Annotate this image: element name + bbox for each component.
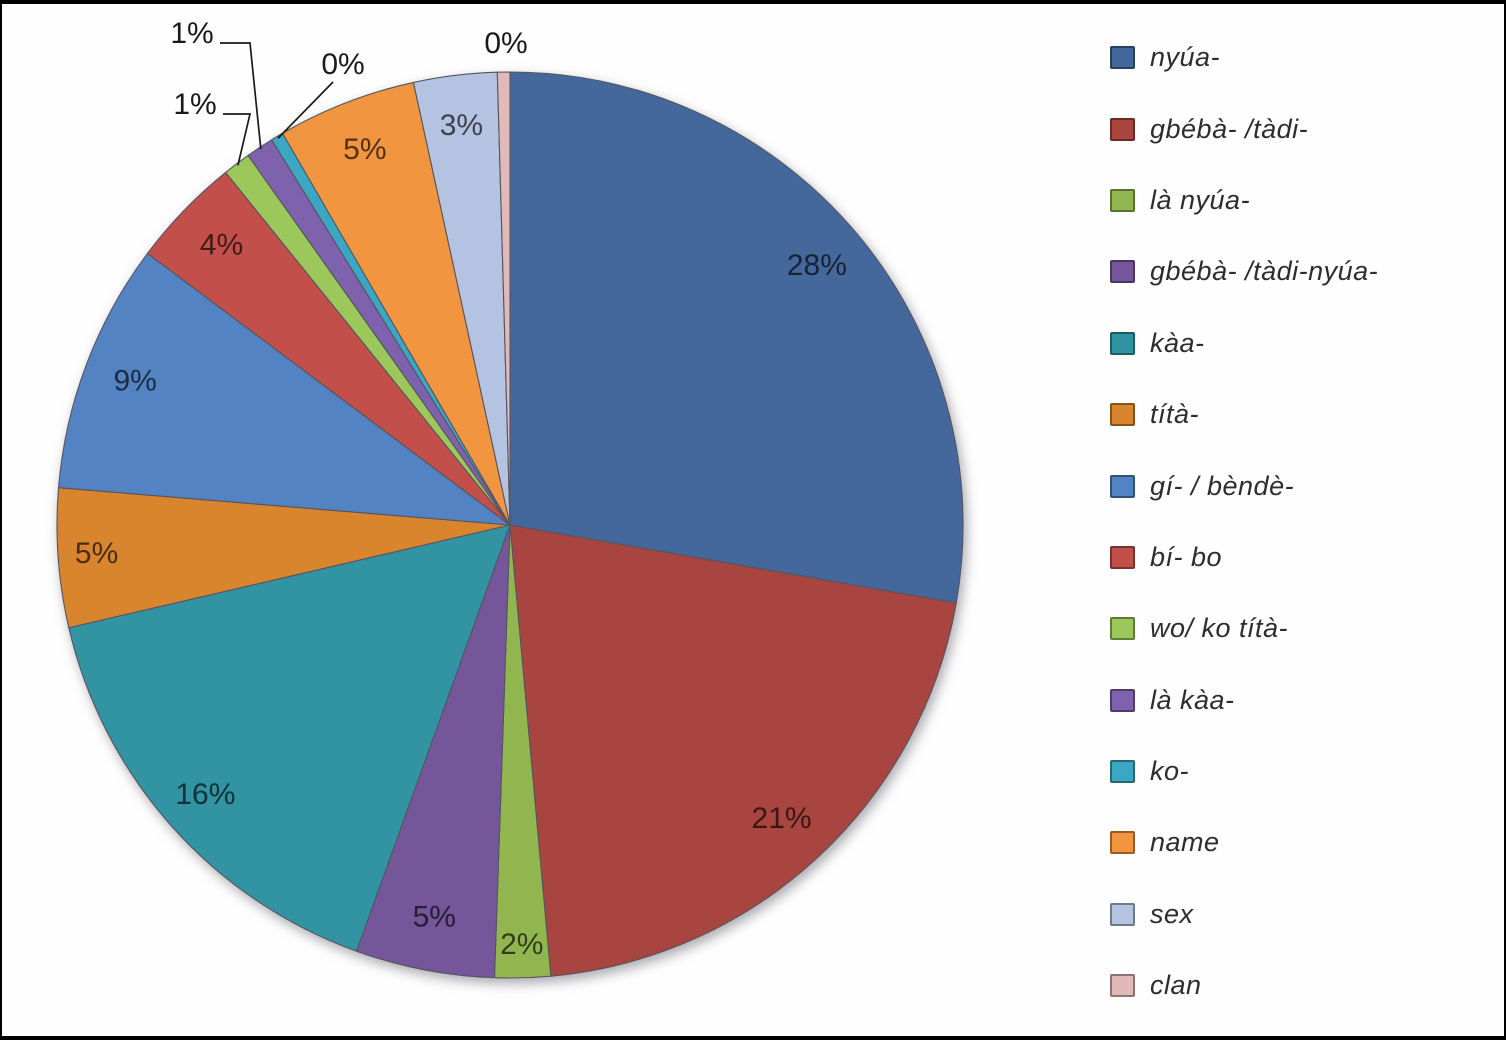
slice-percent-label: 9% [114,365,157,398]
slice-percent-label: 0% [484,27,527,60]
pie-slices-group [56,71,964,979]
slice-percent-label: 4% [200,229,243,262]
chart-legend: nyúa-gbébà- /tàdi-là nyúa-gbébà- /tàdi-n… [1110,22,1500,1021]
legend-item-9: wo/ ko títà- [1110,593,1500,664]
slice-percent-label: 2% [500,928,543,961]
slice-percent-label: 3% [440,109,483,142]
legend-swatch [1110,617,1135,641]
legend-swatch [1110,260,1135,284]
legend-swatch [1110,902,1135,926]
legend-item-8: bí- bo [1110,522,1500,593]
pie-slice-5 [68,524,511,952]
leader-lines-group [220,42,334,166]
pie-slice-14 [496,71,511,526]
legend-item-2: gbébà- /tàdi- [1110,93,1500,164]
legend-label: kàa- [1150,327,1205,358]
legend-item-13: sex [1110,879,1500,950]
legend-label: wo/ ko títà- [1150,613,1289,644]
legend-swatch [1110,46,1135,70]
slice-percent-label: 5% [413,901,456,934]
leader-line [277,81,334,139]
slice-percent-label: 28% [787,249,847,282]
legend-label: gí- / bèndè- [1150,470,1295,501]
slice-percent-label: 5% [343,133,386,166]
legend-label: sex [1150,898,1194,929]
legend-swatch [1110,188,1135,212]
legend-label: gbébà- /tàdi- [1150,113,1309,144]
leader-line [220,42,262,150]
pie-slice-2 [509,524,957,977]
legend-label: ko- [1150,756,1190,787]
legend-item-10: là kàa- [1110,665,1500,736]
legend-label: títà- [1150,399,1200,430]
legend-item-4: gbébà- /tàdi-nyúa- [1110,236,1500,307]
legend-swatch [1110,545,1135,569]
legend-item-14: clan [1110,950,1500,1021]
pie-chart: 28% 21% 2% 5% 16% 5% 9% 4% 1% 1% 0% 5% 3% 0% [56,17,964,979]
legend-swatch [1110,331,1135,355]
legend-swatch [1110,688,1135,712]
legend-label: name [1150,827,1220,858]
legend-label: là nyúa- [1150,184,1251,215]
legend-item-5: kàa- [1110,308,1500,379]
legend-swatch [1110,974,1135,998]
legend-label: clan [1150,970,1202,1001]
legend-swatch [1110,760,1135,784]
legend-item-7: gí- / bèndè- [1110,450,1500,521]
pie-slice-1 [509,71,964,604]
slice-percent-label: 16% [175,778,235,811]
legend-item-12: name [1110,807,1500,878]
legend-item-3: là nyúa- [1110,165,1500,236]
slice-percent-label: 5% [75,537,118,570]
legend-item-6: títà- [1110,379,1500,450]
legend-swatch [1110,117,1135,141]
slice-percent-label: 0% [321,48,364,81]
legend-item-11: ko- [1110,736,1500,807]
legend-label: bí- bo [1150,541,1223,572]
leader-line [223,113,252,166]
legend-label: là kàa- [1150,684,1235,715]
slice-percent-label: 1% [170,17,213,50]
legend-swatch [1110,403,1135,427]
legend-label: gbébà- /tàdi-nyúa- [1150,256,1379,287]
legend-item-1: nyúa- [1110,22,1500,93]
legend-swatch [1110,474,1135,498]
slice-percent-label: 1% [173,88,216,121]
legend-swatch [1110,831,1135,855]
slice-labels-group: 28% 21% 2% 5% 16% 5% 9% 4% 1% 1% 0% 5% 3% 0% [75,17,847,961]
slice-percent-label: 21% [752,802,812,835]
legend-label: nyúa- [1150,42,1221,73]
pie-slice-7 [57,252,511,526]
